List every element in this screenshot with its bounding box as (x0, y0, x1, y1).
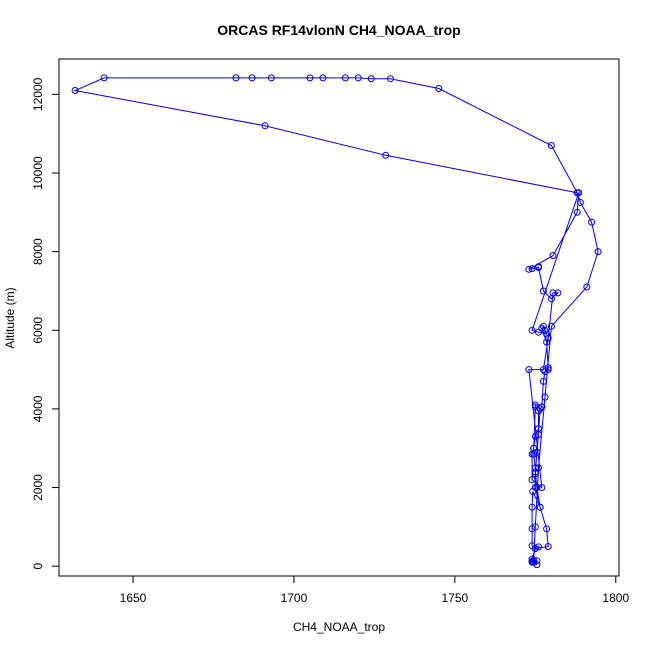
data-point (538, 484, 546, 491)
data-point (531, 523, 539, 531)
data-point (541, 368, 549, 376)
data-point (528, 326, 536, 334)
data-point (543, 330, 551, 338)
x-axis: 1650 1700 1750 1800 (120, 575, 629, 605)
data-point (319, 74, 327, 82)
data-point (535, 263, 542, 271)
data-point (547, 295, 555, 303)
plot-frame (58, 58, 620, 577)
data-point (531, 464, 539, 472)
y-tick-label: 2000 (31, 474, 45, 501)
y-tick-label: 10000 (31, 156, 45, 190)
data-point (531, 401, 539, 409)
data-point (539, 377, 547, 385)
data-point (232, 74, 240, 82)
data-point (543, 525, 551, 533)
series-line (73, 77, 599, 565)
y-tick-label: 12000 (31, 77, 45, 111)
x-tick-label: 1750 (442, 591, 469, 605)
data-point (576, 199, 584, 206)
data-point (525, 265, 533, 273)
data-point (435, 85, 443, 92)
x-axis-label: CH4_NOAA_trop (293, 620, 385, 634)
data-point (530, 450, 538, 458)
data-point (71, 87, 79, 94)
data-point (354, 74, 362, 82)
data-point (528, 476, 536, 484)
data-point (530, 556, 538, 564)
data-point (547, 322, 555, 330)
data-point (100, 74, 108, 82)
data-point (544, 543, 552, 550)
data-point (528, 558, 536, 565)
data-point (539, 322, 547, 330)
y-tick-label: 6000 (31, 317, 45, 344)
data-point (341, 74, 349, 82)
data-point (583, 283, 591, 291)
data-point (261, 122, 269, 130)
data-point (535, 407, 542, 415)
data-point (535, 464, 542, 472)
data-point (539, 287, 547, 295)
data-point (549, 252, 557, 260)
y-tick-label: 0 (31, 563, 45, 570)
data-point (528, 265, 536, 273)
x-tick-label: 1800 (602, 591, 629, 605)
data-point (541, 393, 549, 401)
data-point (525, 366, 533, 374)
data-point (538, 324, 546, 332)
data-point (528, 555, 536, 563)
plot-area (71, 74, 602, 569)
data-point (387, 75, 394, 83)
data-point (573, 208, 581, 216)
data-point (588, 218, 596, 226)
y-tick-label: 4000 (31, 395, 45, 422)
data-point (528, 503, 536, 511)
data-point (573, 189, 581, 197)
data-point (533, 557, 541, 565)
y-axis-label: Altitude (m) (3, 287, 17, 348)
data-point (544, 334, 552, 342)
data-point (367, 75, 375, 83)
x-tick-label: 1650 (120, 591, 147, 605)
data-point (248, 74, 256, 82)
data-point (594, 248, 602, 256)
y-tick-label: 8000 (31, 238, 45, 265)
chart-title: ORCAS RF14vlonN CH4_NOAA_trop (217, 22, 460, 38)
data-point (531, 545, 539, 552)
data-point (554, 289, 562, 297)
data-point (535, 425, 542, 433)
y-axis: 0 2000 4000 6000 8000 10000 12000 (31, 77, 60, 570)
data-point (306, 74, 314, 82)
data-point (531, 432, 539, 440)
data-point (547, 142, 555, 149)
data-point (267, 74, 275, 82)
data-point (543, 338, 551, 346)
data-point (533, 484, 541, 491)
data-point (382, 151, 390, 159)
data-point (536, 503, 544, 511)
x-tick-label: 1700 (281, 591, 308, 605)
